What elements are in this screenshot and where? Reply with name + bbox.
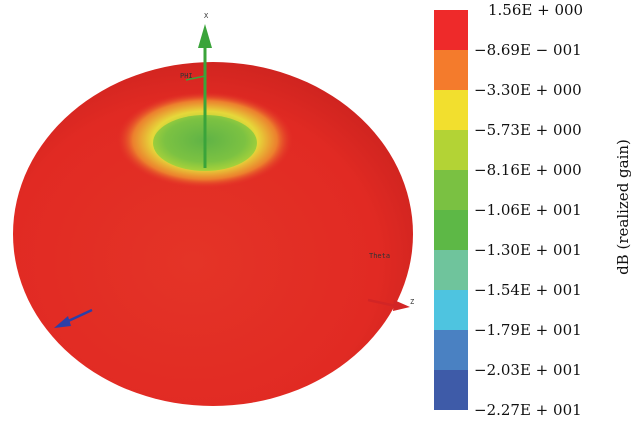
y-axis-arrowhead [54, 316, 71, 328]
colorbar-tick-label: −1.06E + 001 [474, 201, 582, 219]
radiation-pattern-plot: X PHI Z Theta [13, 12, 414, 406]
theta-label: Theta [369, 252, 390, 260]
colorbar-swatch [434, 90, 468, 130]
colorbar-legend: 1.56E + 000 −8.69E − 001 −3.30E + 000 −5.73… [434, 1, 634, 419]
phi-axis-label: PHI [180, 72, 193, 80]
colorbar-tick-label: −1.79E + 001 [474, 321, 582, 339]
colorbar-title: dB (realized gain) [614, 139, 632, 275]
z-axis-arrowhead [393, 300, 410, 311]
colorbar-swatch [434, 290, 468, 330]
colorbar-tick-label: −1.54E + 001 [474, 281, 582, 299]
x-axis-arrowhead [198, 24, 212, 48]
colorbar-tick-label: 1.56E + 000 [488, 1, 584, 19]
z-axis-label: Z [410, 298, 414, 306]
colorbar-tick-label: −2.27E + 001 [474, 401, 582, 419]
colorbar-swatch [434, 50, 468, 90]
z-axis-line [367, 298, 397, 308]
colorbar-swatch [434, 250, 468, 290]
pattern-torus-body [13, 62, 413, 406]
colorbar-tick-label: −2.03E + 001 [474, 361, 582, 379]
colorbar-swatch [434, 130, 468, 170]
colorbar-tick-label: −8.69E − 001 [474, 41, 582, 59]
colorbar-swatch [434, 370, 468, 410]
radiation-pattern-svg: X PHI Z Theta [13, 12, 414, 406]
colorbar-tick-label: −5.73E + 000 [474, 121, 582, 139]
colorbar-swatch [434, 210, 468, 250]
colorbar-tick-label: −1.30E + 001 [474, 241, 582, 259]
colorbar-swatch [434, 170, 468, 210]
colorbar-swatch [434, 330, 468, 370]
x-axis-label: X [204, 12, 209, 20]
phi-indicator-line [185, 75, 206, 81]
colorbar-tick-label: −3.30E + 000 [474, 81, 582, 99]
colorbar-tick-label: −8.16E + 000 [474, 161, 582, 179]
colorbar-swatch [434, 10, 468, 50]
